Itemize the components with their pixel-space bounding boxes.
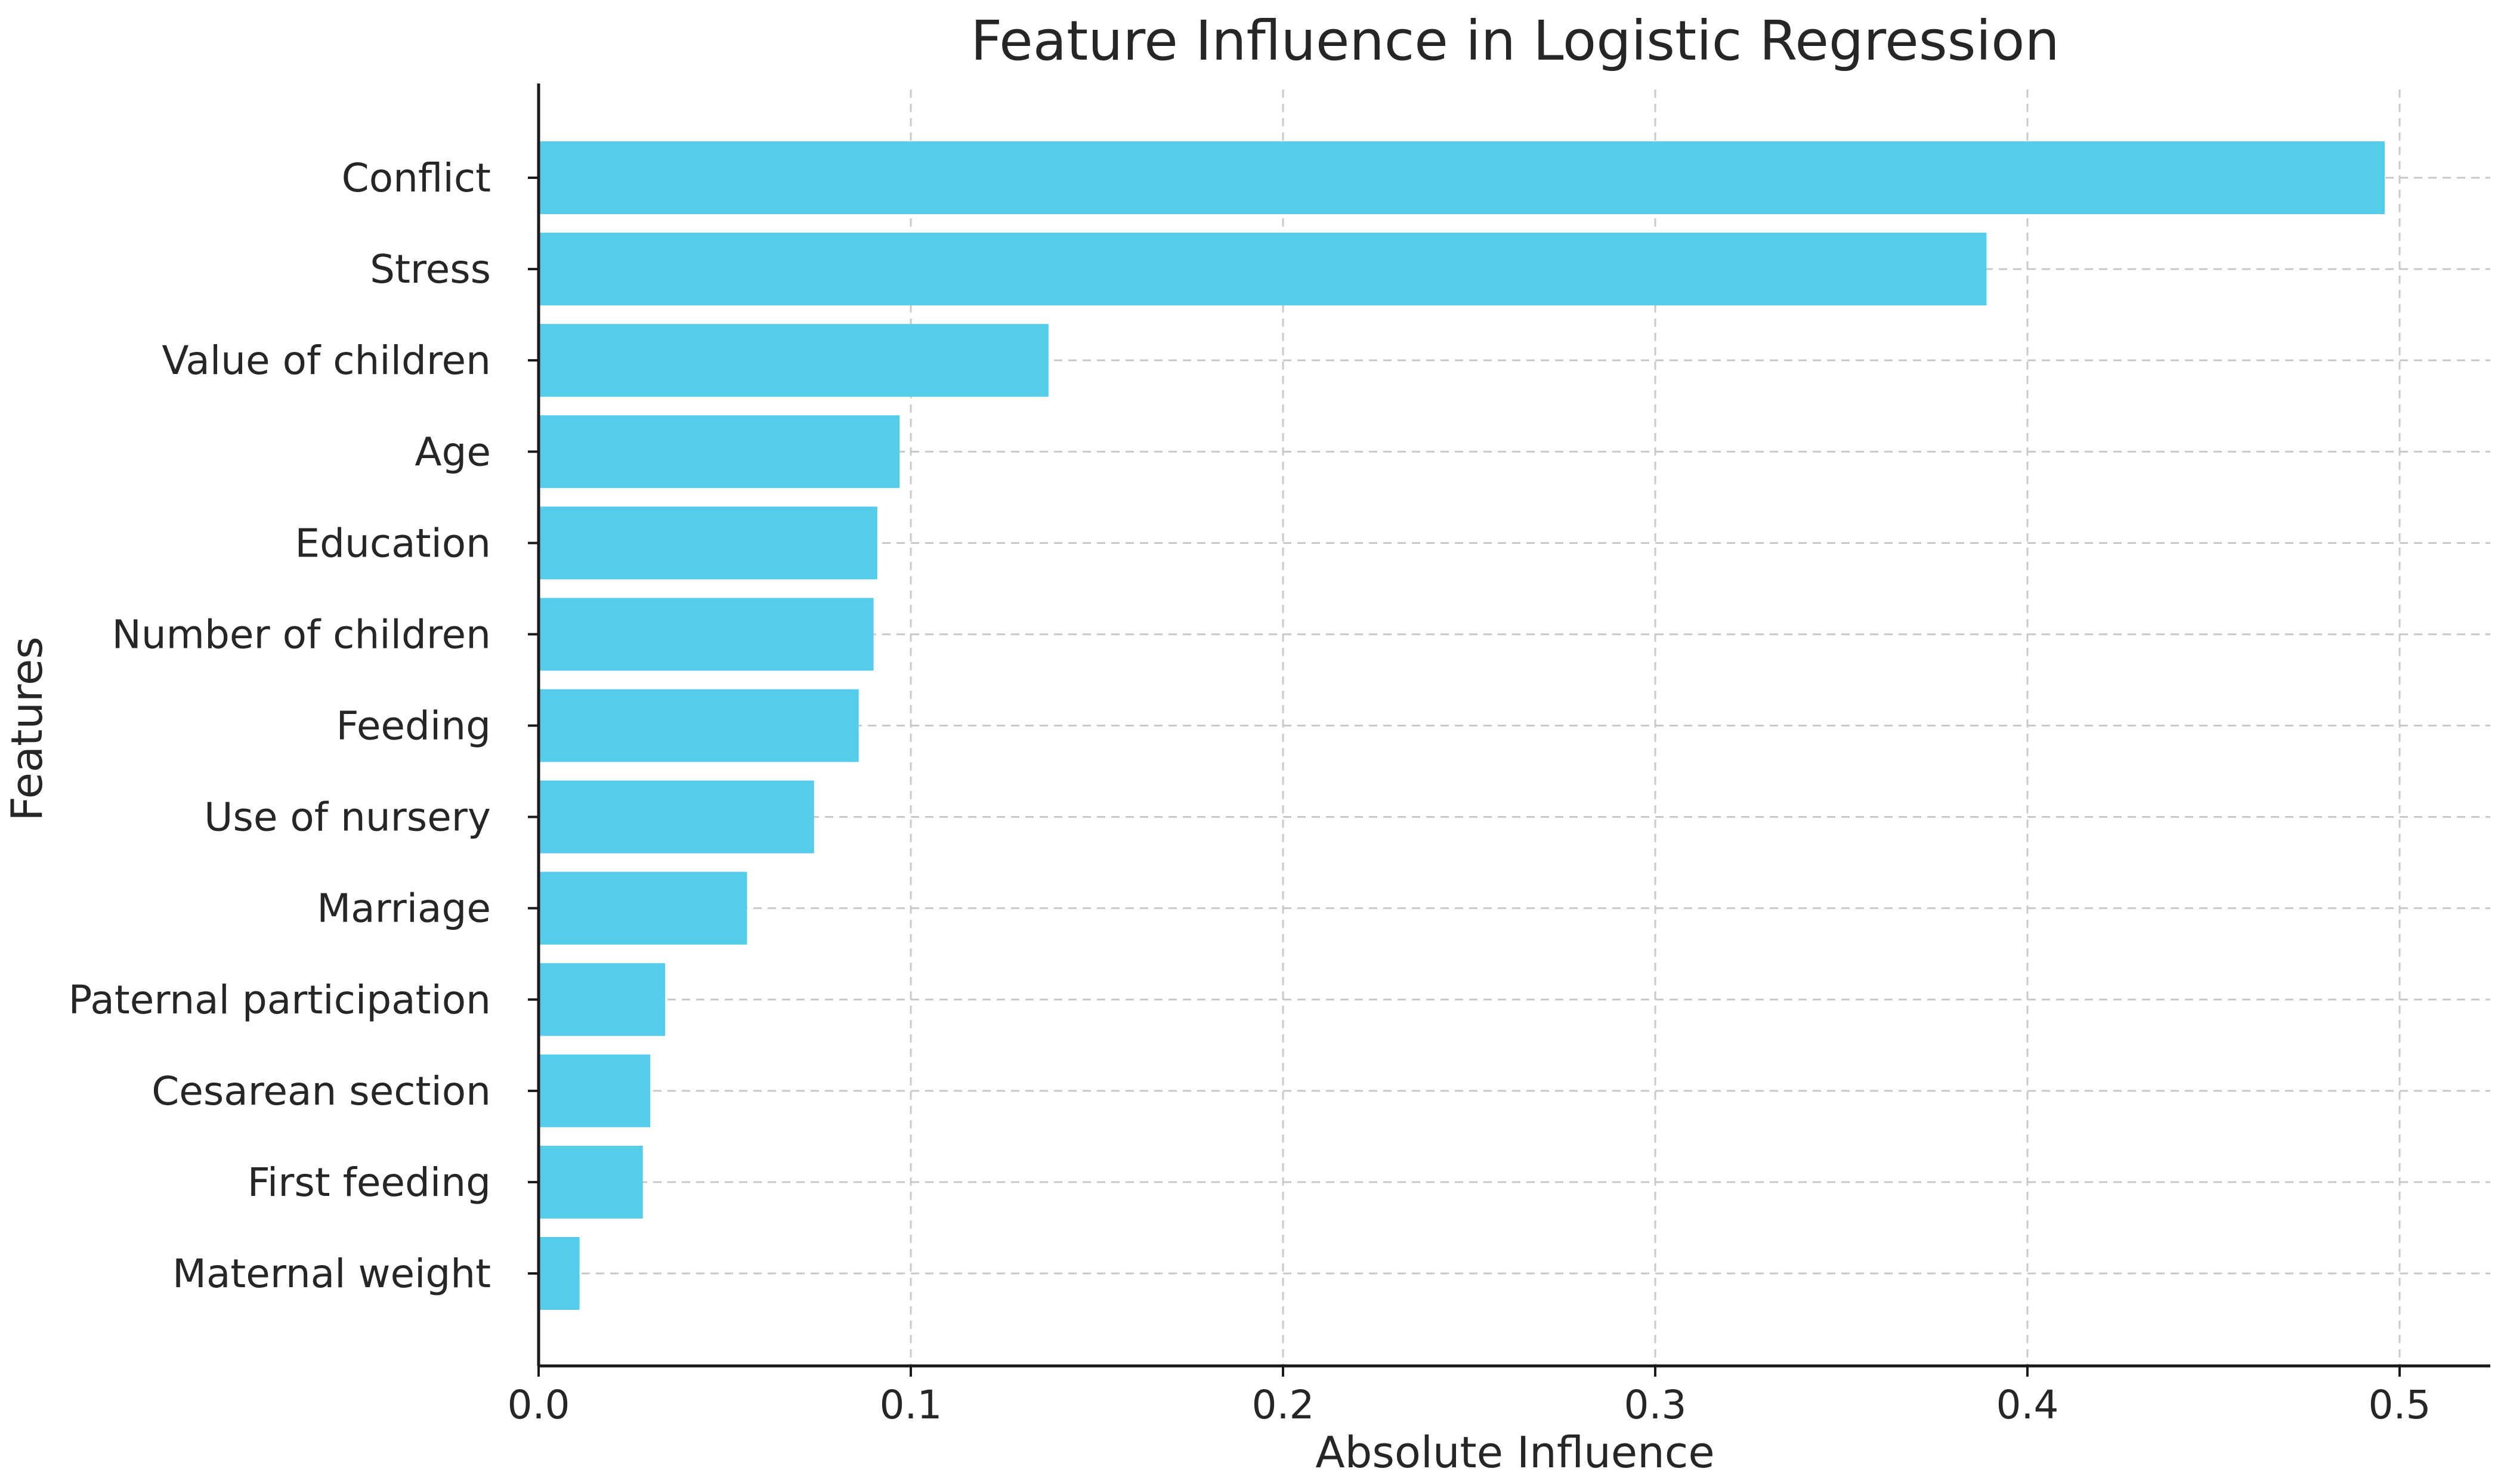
x-tick-label: 0.3	[1624, 1382, 1687, 1428]
x-tick-label: 0.1	[880, 1382, 942, 1428]
y-tick-label: First feeding	[248, 1160, 491, 1205]
x-axis-label: Absolute Influence	[1315, 1427, 1714, 1477]
x-tick-label: 0.0	[508, 1382, 570, 1428]
y-tick-label: Age	[415, 429, 491, 475]
labels-layer: 0.0 0.1 0.2 0.3 0.4 0.5 Conflict Stress Value of…	[69, 155, 2431, 1428]
y-tick-label: Value of children	[162, 338, 491, 384]
y-tick-label: Use of nursery	[204, 794, 491, 840]
y-tick-label: Marriage	[317, 886, 491, 932]
x-tick-label: 0.2	[1252, 1382, 1315, 1428]
bar	[539, 1145, 643, 1219]
bar	[539, 1237, 580, 1310]
y-tick-label: Paternal participation	[69, 977, 491, 1023]
bar	[539, 1054, 651, 1127]
bar	[539, 324, 1049, 397]
bar	[539, 506, 877, 580]
y-tick-label: Education	[295, 520, 491, 566]
bar	[539, 963, 666, 1036]
y-tick-label: Cesarean section	[152, 1068, 491, 1114]
x-tick-label: 0.4	[1996, 1382, 2059, 1428]
y-tick-label: Number of children	[112, 611, 491, 657]
bar	[539, 689, 859, 762]
y-tick-label: Conflict	[342, 155, 491, 201]
bars-layer	[539, 141, 2385, 1310]
y-axis-label: Features	[2, 636, 52, 821]
bar	[539, 780, 814, 854]
x-tick-label: 0.5	[2369, 1382, 2431, 1428]
y-tick-label: Stress	[370, 246, 491, 292]
chart-title: Feature Influence in Logistic Regression	[970, 9, 2060, 73]
bar	[539, 415, 900, 489]
y-tick-label: Feeding	[336, 703, 491, 749]
bar	[539, 233, 1987, 306]
ticks-layer	[528, 177, 2401, 1377]
bar	[539, 871, 747, 945]
bar	[539, 141, 2385, 214]
y-tick-label: Maternal weight	[172, 1251, 491, 1297]
bar	[539, 598, 874, 671]
